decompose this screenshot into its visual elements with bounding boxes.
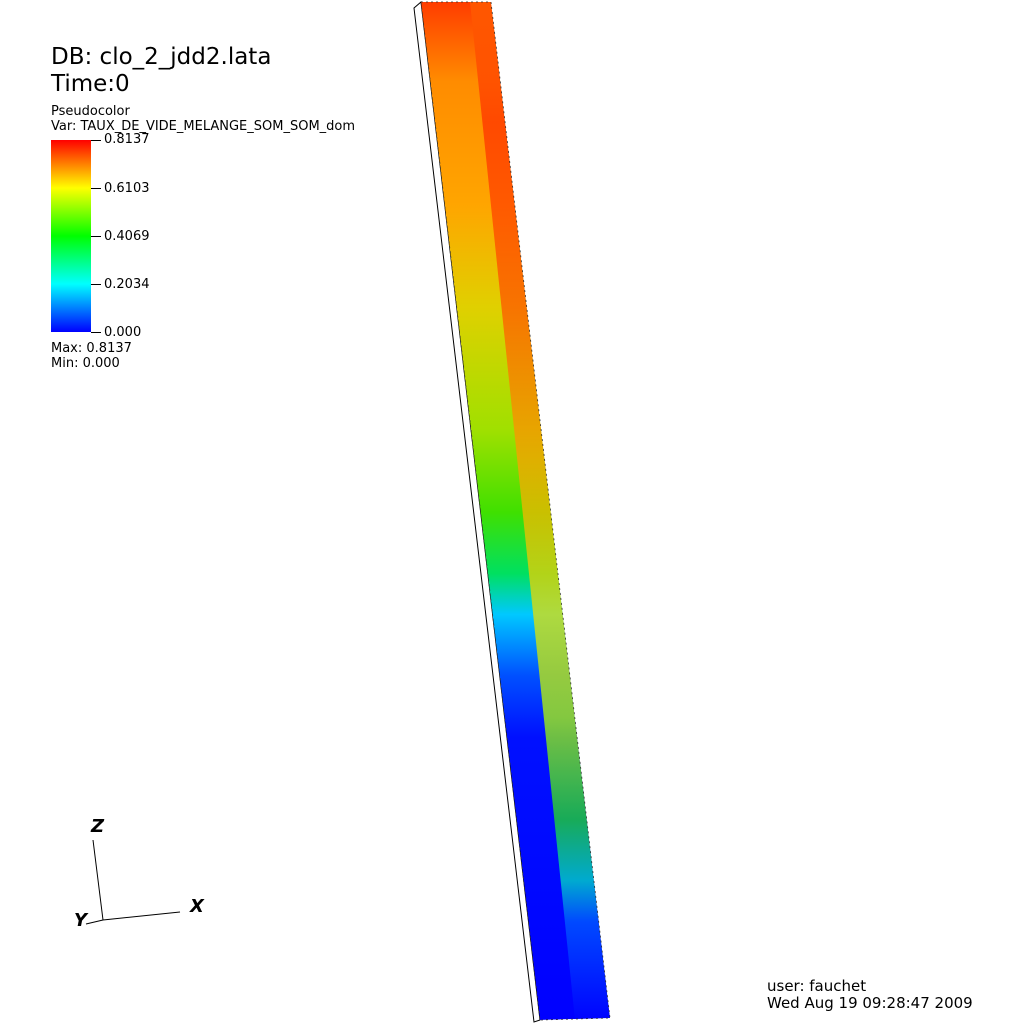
pseudocolor-field: [421, 2, 610, 1020]
legend-tick-label: 0.4069: [104, 229, 150, 244]
y-axis-label: Y: [74, 910, 89, 931]
z-axis-label: Z: [90, 816, 105, 837]
db-name: DB: clo_2_jdd2.lata: [51, 44, 272, 70]
user-info: user: fauchet Wed Aug 19 09:28:47 2009: [767, 978, 973, 1012]
time-label: Time:0: [51, 71, 130, 97]
legend-tick: [91, 236, 101, 237]
database-title: DB: clo_2_jdd2.lata Time:0: [51, 44, 271, 98]
plot-type-label: Pseudocolor: [51, 104, 130, 119]
variable-label: Var: TAUX_DE_VIDE_MELANGE_SOM_SOM_dom: [51, 119, 356, 134]
color-legend-bar: [51, 140, 91, 332]
legend-tick: [91, 284, 101, 285]
min-value-label: Min: 0.000: [51, 356, 120, 371]
legend-tick-label-max: 0.8137: [104, 132, 150, 147]
axes-triad: Z Y X: [74, 816, 205, 931]
x-axis-label: X: [189, 896, 205, 917]
legend-tick: [91, 332, 101, 333]
user-name: user: fauchet: [767, 977, 867, 995]
legend-tick-label: 0.2034: [104, 277, 150, 292]
legend-tick-label-min: 0.000: [104, 325, 142, 340]
legend-tick-label: 0.6103: [104, 181, 150, 196]
legend-tick: [91, 188, 101, 189]
render-timestamp: Wed Aug 19 09:28:47 2009: [767, 994, 973, 1012]
max-value-label: Max: 0.8137: [51, 341, 132, 356]
column-outline: [420, 1, 611, 1021]
legend-tick: [91, 140, 101, 141]
